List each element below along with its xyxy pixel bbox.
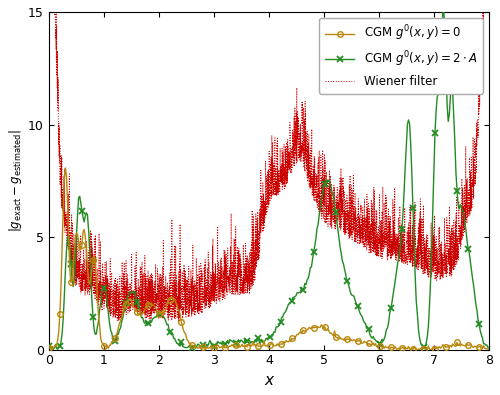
CGM $g^0(x,y)=0$	[222, 345, 228, 350]
Line: CGM $g^0(x,y)=2\cdot A$: CGM $g^0(x,y)=2\cdot A$	[46, 8, 492, 353]
CGM $g^0(x,y)=2\cdot A$	[50, 347, 56, 352]
CGM $g^0(x,y)=0$	[100, 341, 106, 346]
CGM $g^0(x,y)=0$	[413, 347, 419, 352]
Wiener filter	[96, 231, 102, 236]
CGM $g^0(x,y)=2\cdot A$	[367, 332, 373, 337]
CGM $g^0(x,y)=2\cdot A$	[100, 288, 106, 293]
CGM $g^0(x,y)=0$	[367, 342, 373, 347]
CGM $g^0(x,y)=0$	[364, 342, 370, 347]
CGM $g^0(x,y)=0$	[46, 345, 52, 350]
CGM $g^0(x,y)=2\cdot A$	[190, 343, 196, 348]
Wiener filter	[176, 319, 182, 324]
Wiener filter	[46, 9, 52, 14]
CGM $g^0(x,y)=0$	[190, 343, 196, 348]
CGM $g^0(x,y)=0$	[324, 328, 330, 333]
Wiener filter	[486, 9, 492, 14]
Y-axis label: $|g_\mathrm{exact}-g_\mathrm{estimated}|$: $|g_\mathrm{exact}-g_\mathrm{estimated}|…	[7, 130, 24, 232]
CGM $g^0(x,y)=2\cdot A$	[364, 326, 370, 331]
Line: Wiener filter: Wiener filter	[49, 12, 489, 321]
CGM $g^0(x,y)=2\cdot A$	[46, 344, 52, 348]
Wiener filter	[234, 273, 240, 277]
CGM $g^0(x,y)=2\cdot A$	[222, 341, 228, 346]
Wiener filter	[478, 75, 484, 80]
Wiener filter	[122, 305, 128, 309]
CGM $g^0(x,y)=0$	[486, 346, 492, 351]
X-axis label: x: x	[264, 373, 274, 388]
Legend: CGM $g^0(x,y)=0$, CGM $g^0(x,y)=2\cdot A$, Wiener filter: CGM $g^0(x,y)=0$, CGM $g^0(x,y)=2\cdot A…	[319, 18, 483, 94]
CGM $g^0(x,y)=0$	[62, 166, 68, 170]
Wiener filter	[215, 296, 221, 301]
CGM $g^0(x,y)=2\cdot A$	[441, 9, 447, 14]
Line: CGM $g^0(x,y)=0$: CGM $g^0(x,y)=0$	[46, 165, 492, 352]
CGM $g^0(x,y)=2\cdot A$	[486, 347, 492, 352]
CGM $g^0(x,y)=2\cdot A$	[324, 178, 330, 183]
Wiener filter	[430, 257, 436, 262]
